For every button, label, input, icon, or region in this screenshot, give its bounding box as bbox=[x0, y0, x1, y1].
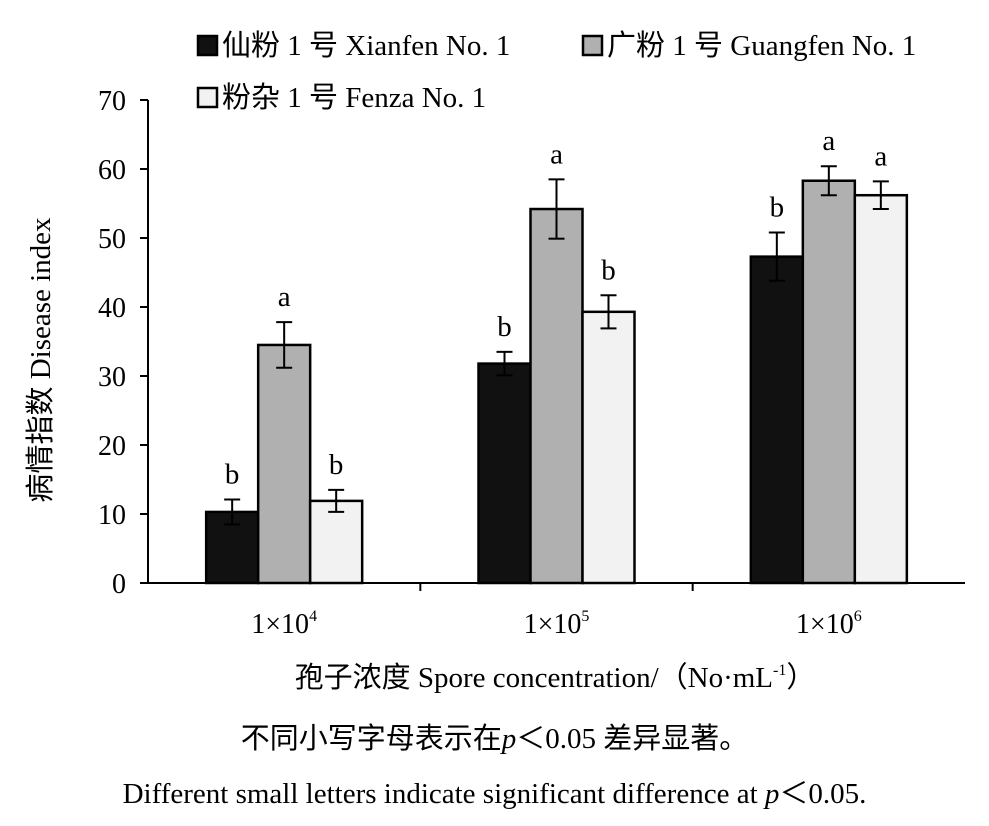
x-axis-label-sup: -1 bbox=[773, 662, 786, 679]
bar bbox=[256, 343, 312, 585]
y-tick-label: 30 bbox=[98, 362, 126, 393]
bar bbox=[581, 310, 636, 585]
bar bbox=[749, 255, 805, 585]
note-cn-before: 不同小写字母表示在 bbox=[240, 723, 502, 755]
x-axis: 1×104 1×105 1×106 bbox=[148, 582, 965, 640]
note-cn-after: ＜0.05 差异显著。 bbox=[516, 723, 749, 755]
x-axis-label-main: 孢子浓度 Spore concentration/（No·mL bbox=[295, 661, 773, 694]
x-tick-label: 1×105 bbox=[524, 608, 590, 640]
significance-letter: a bbox=[874, 140, 887, 172]
bar-chart: 仙粉 1 号 Xianfen No. 1 广粉 1 号 Guangfen No. … bbox=[24, 29, 965, 694]
significance-letter: b bbox=[770, 191, 785, 223]
y-tick-label: 40 bbox=[98, 293, 126, 324]
y-tick-label: 10 bbox=[98, 500, 126, 531]
note-chinese: 不同小写字母表示在p＜0.05 差异显著。 bbox=[0, 725, 989, 754]
legend-label: 广粉 1 号 Guangfen No. 1 bbox=[607, 29, 916, 62]
y-tick-label: 60 bbox=[98, 155, 126, 186]
y-tick-label: 70 bbox=[98, 86, 126, 117]
legend-swatch bbox=[581, 34, 604, 57]
significance-letter: b bbox=[601, 254, 616, 286]
y-tick-label: 50 bbox=[98, 224, 126, 255]
x-axis-label-end: ） bbox=[786, 662, 815, 694]
y-axis-label: 病情指数 Disease index bbox=[24, 217, 57, 503]
significance-letter: b bbox=[329, 449, 344, 481]
bar bbox=[853, 193, 909, 585]
significance-letter: a bbox=[550, 138, 563, 170]
legend-label: 粉杂 1 号 Fenza No. 1 bbox=[222, 81, 486, 114]
x-axis-label: 孢子浓度 Spore concentration/（No·mL-1） bbox=[295, 661, 816, 694]
significance-letter: a bbox=[278, 281, 291, 313]
bar bbox=[477, 362, 532, 585]
y-axis: 0 10 20 30 40 50 60 70 bbox=[98, 86, 149, 600]
significance-letter: b bbox=[225, 459, 240, 491]
significance-letter: a bbox=[822, 125, 835, 157]
bar bbox=[801, 179, 857, 585]
x-tick-label: 1×106 bbox=[796, 608, 862, 640]
note-english: Different small letters indicate signifi… bbox=[0, 780, 989, 809]
note-en-after: ＜0.05. bbox=[779, 778, 867, 810]
bar bbox=[308, 499, 364, 585]
bars: b b b a a a b b a bbox=[204, 125, 909, 585]
y-tick-label: 0 bbox=[112, 569, 126, 600]
legend-swatch bbox=[196, 34, 219, 57]
legend-label: 仙粉 1 号 Xianfen No. 1 bbox=[222, 29, 510, 62]
significance-letter: b bbox=[497, 311, 512, 343]
y-tick-label: 20 bbox=[98, 431, 126, 462]
x-tick-label: 1×104 bbox=[251, 608, 317, 640]
note-en-before: Different small letters indicate signifi… bbox=[122, 778, 765, 810]
legend: 仙粉 1 号 Xianfen No. 1 广粉 1 号 Guangfen No. … bbox=[196, 29, 916, 114]
note-en-p: p bbox=[764, 778, 780, 810]
bar bbox=[529, 207, 584, 585]
note-cn-p: p bbox=[501, 723, 517, 755]
legend-swatch bbox=[196, 86, 219, 109]
